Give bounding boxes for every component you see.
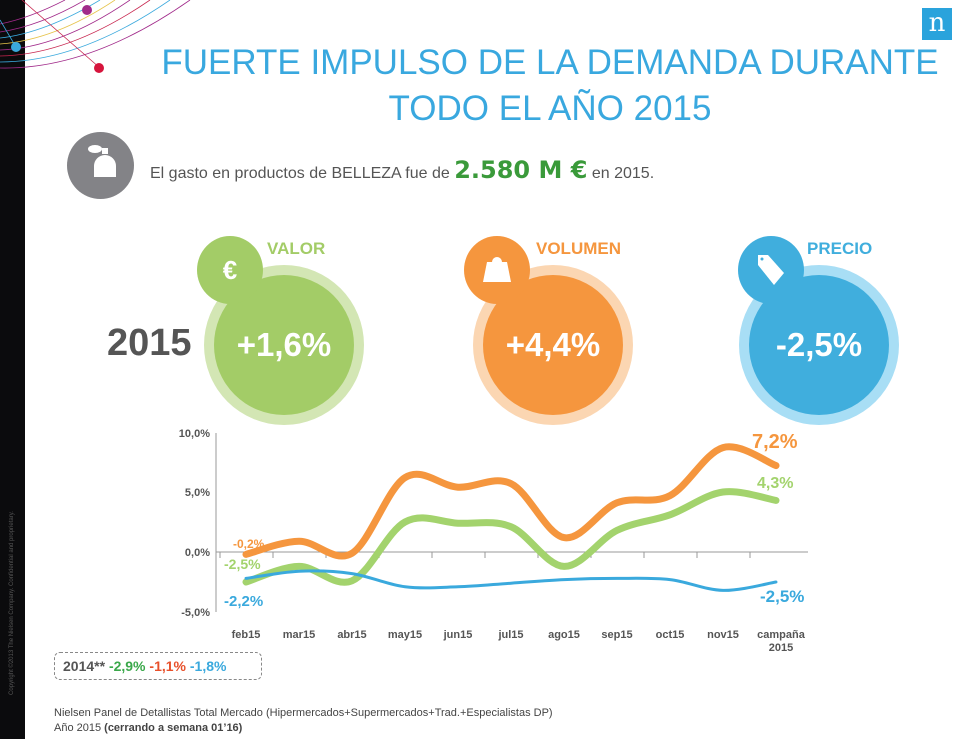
- volumen-start-label: -0,2%: [233, 537, 265, 551]
- valor-start-label: -2,5%: [224, 556, 261, 572]
- x-tick-label: ago15: [548, 629, 580, 641]
- x-tick-label: jun15: [443, 629, 473, 641]
- prev-valor: -2,9%: [108, 658, 146, 674]
- valor-end-label: 4,3%: [757, 475, 793, 492]
- x-tick-label: 2015: [769, 642, 793, 654]
- precio-end-label: -2,5%: [760, 587, 804, 606]
- euro-icon: €: [197, 236, 263, 304]
- nielsen-logo: n: [922, 8, 952, 40]
- x-tick-label: abr15: [337, 629, 366, 641]
- prev-volumen: -1,1%: [149, 658, 186, 674]
- y-tick: 0,0%: [185, 547, 210, 559]
- x-tick-label: oct15: [656, 629, 685, 641]
- precio-label: PRECIO: [807, 239, 873, 258]
- price-tag-icon: [738, 236, 804, 304]
- x-tick-label: may15: [388, 629, 422, 641]
- valor-line: [242, 488, 780, 586]
- prev-precio: -1,8%: [189, 658, 227, 674]
- perfume-icon: [67, 132, 134, 199]
- x-tick-label: campaña: [757, 629, 806, 641]
- x-tick-label: feb15: [232, 629, 261, 641]
- x-tick-label: mar15: [283, 629, 315, 641]
- spend-statement: El gasto en productos de BELLEZA fue de …: [150, 156, 655, 184]
- volumen-end-label: 7,2%: [752, 431, 798, 453]
- x-tick-label: jul15: [497, 629, 523, 641]
- precio-value: -2,5%: [749, 275, 889, 415]
- source-note: Nielsen Panel de Detallistas Total Merca…: [54, 707, 553, 734]
- year-label: 2015: [107, 322, 192, 364]
- x-tick-label: sep15: [601, 629, 632, 641]
- valor-label: VALOR: [267, 239, 326, 258]
- page-title: FUERTE IMPULSO DE LA DEMANDA DURANTE TODO…: [161, 43, 939, 128]
- weight-icon: [464, 236, 530, 304]
- spend-amount: 2.580 M €: [454, 156, 588, 184]
- decoration-lines: [0, 0, 191, 73]
- prev-year-label: 2014**: [63, 658, 106, 674]
- side-strip: Copyright ©2013 The Nielsen Company. Con…: [0, 0, 25, 739]
- previous-year-box: 2014** -2,9% -1,1% -1,8%: [54, 652, 262, 680]
- y-tick: -5,0%: [181, 607, 210, 619]
- x-tick-label: nov15: [707, 629, 739, 641]
- y-tick: 5,0%: [185, 487, 210, 499]
- volumen-label: VOLUMEN: [536, 239, 621, 258]
- precio-start-label: -2,2%: [224, 593, 263, 610]
- y-tick: 10,0%: [179, 428, 210, 440]
